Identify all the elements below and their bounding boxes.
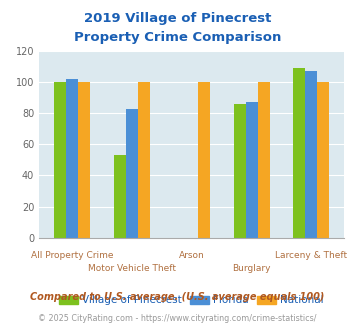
Bar [317, 82, 329, 238]
Text: Compared to U.S. average. (U.S. average equals 100): Compared to U.S. average. (U.S. average … [30, 292, 325, 302]
Text: Burglary: Burglary [232, 264, 271, 273]
Bar [138, 82, 150, 238]
Bar [54, 82, 66, 238]
Bar [257, 82, 269, 238]
Text: All Property Crime: All Property Crime [31, 251, 113, 260]
Text: © 2025 CityRating.com - https://www.cityrating.com/crime-statistics/: © 2025 CityRating.com - https://www.city… [38, 314, 317, 323]
Text: Motor Vehicle Theft: Motor Vehicle Theft [88, 264, 176, 273]
Bar [126, 109, 138, 238]
Text: Larceny & Theft: Larceny & Theft [275, 251, 348, 260]
Bar [78, 82, 90, 238]
Text: Property Crime Comparison: Property Crime Comparison [74, 31, 281, 44]
Text: 2019 Village of Pinecrest: 2019 Village of Pinecrest [84, 12, 271, 24]
Legend: Village of Pinecrest, Florida, National: Village of Pinecrest, Florida, National [55, 291, 328, 310]
Bar [114, 155, 126, 238]
Bar [234, 104, 246, 238]
Bar [198, 82, 210, 238]
Text: Arson: Arson [179, 251, 204, 260]
Bar [246, 102, 257, 238]
Bar [66, 79, 78, 238]
Bar [294, 68, 305, 238]
Bar [305, 71, 317, 238]
